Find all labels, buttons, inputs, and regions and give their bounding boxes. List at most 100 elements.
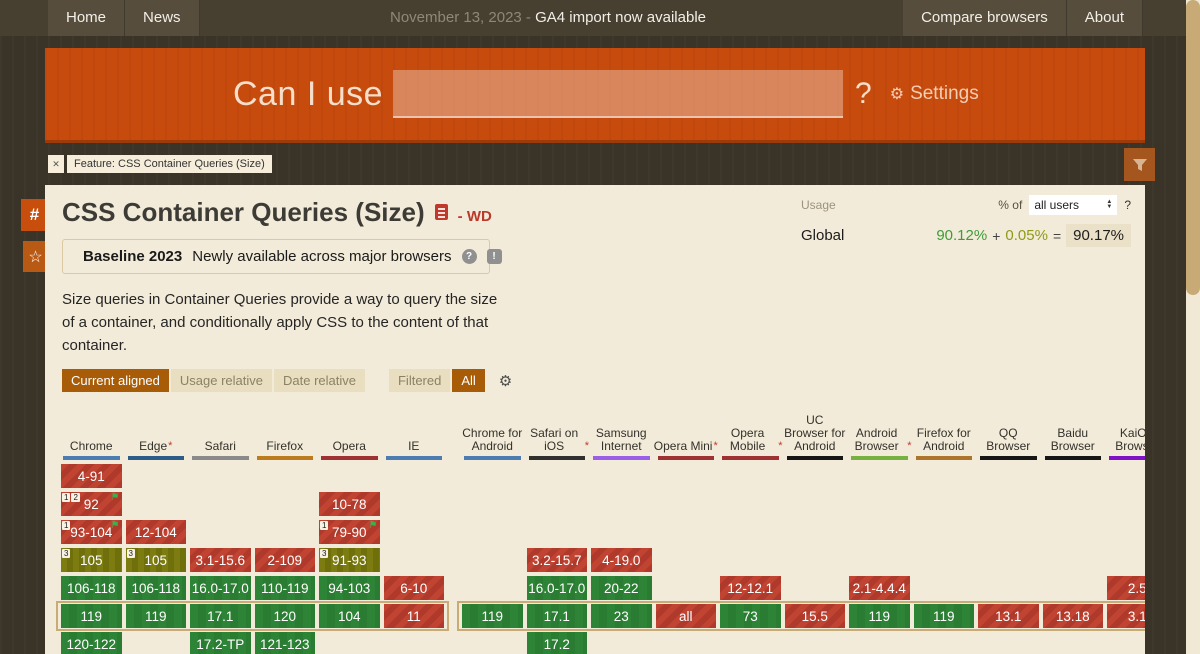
support-cell[interactable]: 4-91 [61,464,122,488]
current-aligned-button[interactable]: Current aligned [62,369,169,392]
support-cell[interactable]: 16.0-17.0 [190,576,251,600]
nav-about-button[interactable]: About [1066,0,1143,36]
flag-icon: ⚑ [368,520,378,531]
site-header: Can I use ? ⚙ Settings [45,48,1145,143]
support-cell[interactable]: 23 [591,604,652,628]
support-cell[interactable]: 17.2 [526,632,587,654]
version-range: 2.5 [1127,580,1145,596]
col-safari-on-ios: Safari on iOS * 3.2-15.7 16.0-17.0 17.1 17.2 [525,400,589,654]
support-cell[interactable]: 1 79-90 ⚑ [319,520,380,544]
nav-home-button[interactable]: Home [48,0,126,36]
spec-document-icon[interactable] [434,204,448,220]
news-banner[interactable]: November 13, 2023 - GA4 import now avail… [390,0,706,36]
support-cell[interactable]: 2.1-4.4.4 [849,576,910,600]
filter-button[interactable] [1124,148,1155,181]
browser-name: Safari [204,439,236,453]
support-cell[interactable]: 119 [61,604,122,628]
support-cell[interactable]: 17.1 [190,604,251,628]
support-cell[interactable]: 73 [720,604,781,628]
version-range: 105 [144,552,168,568]
support-cell[interactable]: 120 [254,604,315,628]
close-icon[interactable]: ✕ [48,155,64,173]
support-cell[interactable]: 119 [462,604,523,628]
support-cell[interactable]: 119 [849,604,910,628]
browser-color-bar [593,456,650,460]
support-cell[interactable]: 2.5 [1107,576,1145,600]
support-cell[interactable]: 119 [913,604,974,628]
support-cell[interactable]: 1 93-104 ⚑ [61,520,122,544]
support-cell[interactable]: 3.1 [1107,604,1145,628]
support-cell[interactable]: 11 [383,604,444,628]
scrollbar-thumb[interactable] [1186,0,1200,295]
flag-icon: ⚑ [110,492,120,503]
nav-right-group: Compare browsers About [903,0,1143,36]
support-cell[interactable]: 106-118 [61,576,122,600]
usage-help-link[interactable]: ? [1124,198,1131,212]
support-cell[interactable]: 13.1 [978,604,1039,628]
note-badge: 3 [62,549,71,558]
support-cell[interactable]: 106-118 [125,576,186,600]
browser-name: QQ Browser [986,426,1031,453]
browser-color-bar [528,456,585,460]
baseline-help-icon[interactable]: ? [461,249,477,264]
note-badges: 3 [62,549,71,558]
version-range: 12-12.1 [727,580,774,596]
browser-name: Firefox for Android [916,426,971,453]
nav-news-button[interactable]: News [125,0,200,36]
support-cell[interactable]: 6-10 [383,576,444,600]
note-badges: 1 [62,521,71,530]
col-edge: Edge * 12-104 3 105 106-118 119 [124,400,189,654]
page-scrollbar [1186,0,1200,654]
search-input-secondary[interactable] [678,70,964,116]
support-cell[interactable]: 10-78 [319,492,380,516]
date-relative-button[interactable]: Date relative [274,369,365,392]
version-range: 119 [481,608,504,624]
support-cell[interactable]: 94-103 [319,576,380,600]
table-gear-icon[interactable]: ⚙ [498,372,513,390]
version-range: 17.2 [543,636,570,652]
support-cell[interactable]: 2-109 [254,548,315,572]
version-range: 6-10 [400,580,428,596]
support-cell[interactable]: 3 105 [125,548,186,572]
support-cell[interactable]: 3 91-93 [319,548,380,572]
support-cell[interactable]: 104 [319,604,380,628]
support-cell[interactable]: 1 2 92 ⚑ [61,492,122,516]
feature-tag-label: Feature: CSS Container Queries (Size) [67,155,272,173]
nav-compare-browsers-button[interactable]: Compare browsers [903,0,1067,36]
favorite-star-button[interactable]: ☆ [23,241,48,272]
support-cell[interactable]: all [655,604,716,628]
support-cell[interactable]: 17.1 [526,604,587,628]
support-cell[interactable]: 3.1-15.6 [190,548,251,572]
version-range: 120-122 [66,636,117,652]
support-cell[interactable]: 3 105 [61,548,122,572]
browser-name: UC Browser for Android [784,413,846,453]
note-asterisk-icon: * [168,440,173,452]
usage-relative-button[interactable]: Usage relative [170,369,272,392]
support-cell[interactable]: 4-19.0 [591,548,652,572]
browser-column-cells: 12-12.1 73 [718,460,783,654]
support-cell[interactable]: 119 [125,604,186,628]
support-cell[interactable]: 110-119 [254,576,315,600]
col-opera: Opera 10-78 1 79-90 ⚑ 3 91-93 94-103 104 [317,400,382,654]
search-input-primary[interactable] [393,70,679,116]
support-cell[interactable]: 13.18 [1042,604,1103,628]
version-range: 105 [79,552,103,568]
baseline-feedback-icon[interactable]: ! [486,249,502,264]
spec-status[interactable]: - WD [457,208,492,225]
version-range: 2-109 [267,552,303,568]
support-cell[interactable]: 12-104 [125,520,186,544]
support-cell[interactable]: 120-122 [61,632,122,654]
nav-left-group: Home News [48,0,200,36]
usage-scope-select[interactable]: all users ▲ ▼ [1029,195,1118,215]
all-button[interactable]: All [452,369,485,392]
support-cell[interactable]: 17.2-TP [190,632,251,654]
support-cell[interactable]: 20-22 [591,576,652,600]
filtered-button[interactable]: Filtered [388,369,451,392]
view-mode-buttons: Current aligned Usage relative Date relati… [62,369,367,392]
support-cell[interactable]: 3.2-15.7 [526,548,587,572]
anchor-link-button[interactable]: # [21,199,48,231]
support-cell[interactable]: 15.5 [784,604,845,628]
support-cell[interactable]: 16.0-17.0 [526,576,587,600]
support-cell[interactable]: 121-123 [254,632,315,654]
support-cell[interactable]: 12-12.1 [720,576,781,600]
